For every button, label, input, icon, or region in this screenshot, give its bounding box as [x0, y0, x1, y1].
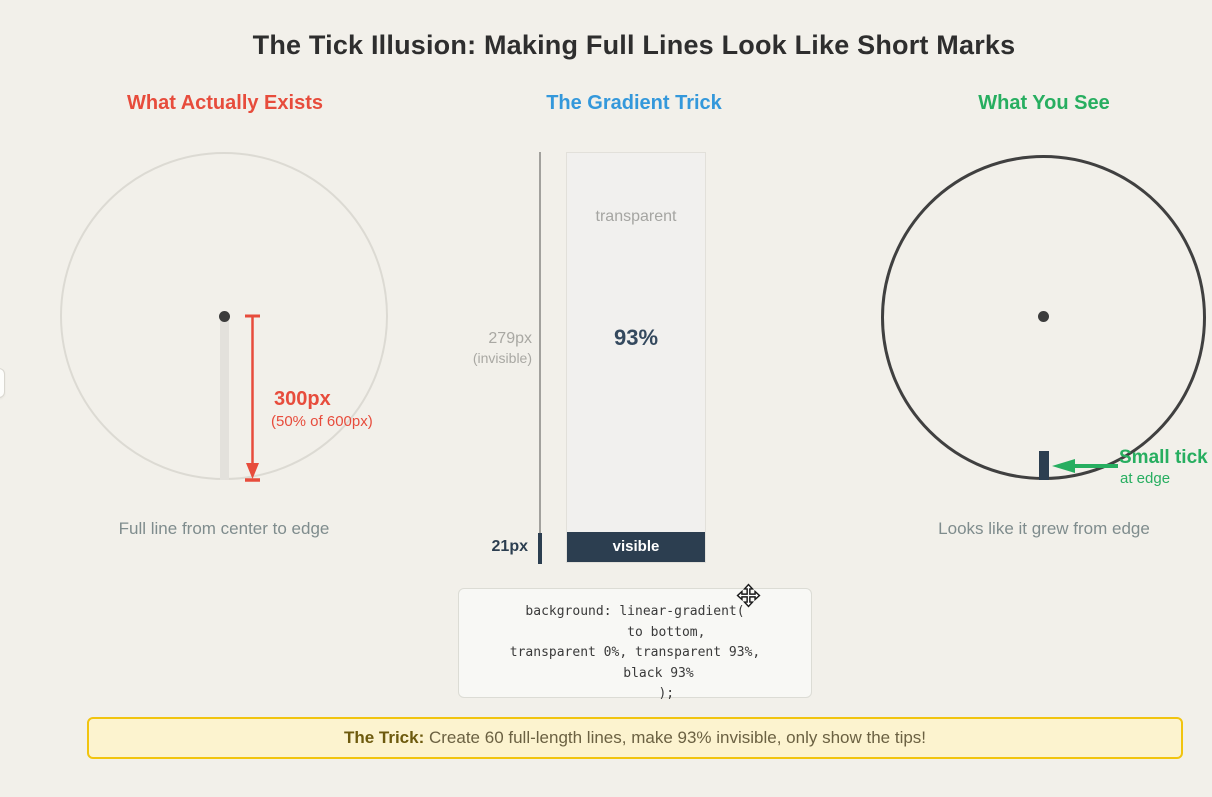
center-dot	[219, 311, 230, 322]
at-edge-label: at edge	[1120, 470, 1171, 487]
ruler-invisible-sub-label: (invisible)	[472, 350, 532, 366]
caption-right-panel: Looks like it grew from edge	[938, 519, 1150, 538]
move-cursor-icon	[736, 583, 761, 608]
measure-detail-label: (50% of 600px)	[271, 413, 373, 430]
panel-heading-what-you-see: What You See	[978, 92, 1110, 114]
center-dot	[1038, 311, 1049, 322]
full-length-line	[220, 317, 229, 480]
small-tick-label: Small tick	[1119, 447, 1208, 468]
percent-label: 93%	[613, 325, 659, 350]
trick-bold-label: The Trick:	[343, 728, 425, 747]
css-code-text: background: linear-gradient( to bottom, …	[509, 604, 761, 701]
measure-arrow-icon	[245, 314, 260, 482]
gradient-demo-bar: transparent 93% visible	[566, 152, 706, 563]
edge-panel-handle[interactable]	[0, 368, 5, 398]
page-title: The Tick Illusion: Making Full Lines Loo…	[252, 30, 1016, 60]
ruler-invisible-px-label: 279px	[488, 330, 532, 347]
measure-value-label: 300px	[274, 388, 331, 410]
ruler-invisible-segment	[539, 152, 541, 533]
panel-heading-actually-exists: What Actually Exists	[127, 92, 323, 114]
visible-bar: visible	[567, 532, 705, 562]
css-code-block: background: linear-gradient( to bottom, …	[458, 588, 812, 701]
arrow-left-icon	[1052, 459, 1118, 473]
trick-callout-box: The Trick: Create 60 full-length lines, …	[87, 717, 1183, 759]
transparent-label: transparent	[595, 208, 677, 225]
panel-heading-gradient-trick: The Gradient Trick	[546, 92, 722, 114]
ruler-visible-px-label: 21px	[491, 538, 528, 555]
ruler-visible-segment	[538, 533, 542, 564]
trick-text: Create 60 full-length lines, make 93% in…	[424, 728, 927, 747]
small-tick-mark	[1039, 451, 1049, 480]
caption-left-panel: Full line from center to edge	[118, 519, 330, 538]
